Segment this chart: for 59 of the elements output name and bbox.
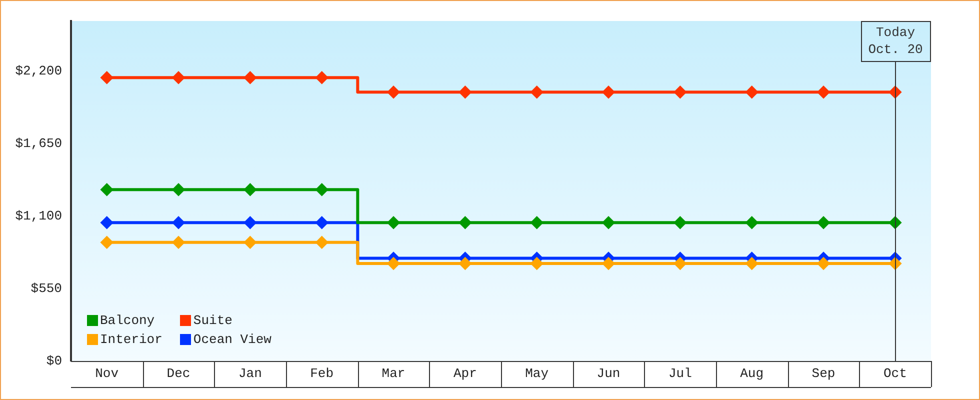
y-tick-label: $1,650 xyxy=(15,136,62,151)
point xyxy=(172,72,184,84)
point xyxy=(746,86,758,98)
point xyxy=(100,72,113,84)
point xyxy=(674,216,686,229)
point xyxy=(244,72,256,84)
point xyxy=(388,216,400,229)
y-tick-label: $1,100 xyxy=(15,208,62,224)
x-tick-label: Dec xyxy=(166,366,190,382)
point xyxy=(459,86,472,98)
point xyxy=(388,86,400,98)
x-tick-label: Nov xyxy=(95,366,119,382)
y-tick-label: $2,200 xyxy=(15,64,62,79)
point xyxy=(388,257,400,270)
y-tick-label: $550 xyxy=(30,280,62,296)
point xyxy=(316,184,328,196)
point xyxy=(818,216,830,229)
point xyxy=(818,257,830,270)
point xyxy=(172,216,184,229)
point xyxy=(316,236,328,248)
point xyxy=(316,72,328,84)
legend-label: Suite xyxy=(193,313,232,328)
point xyxy=(316,216,328,229)
point xyxy=(602,216,614,229)
legend-label: Balcony xyxy=(100,313,155,328)
legend-label: Interior xyxy=(100,332,162,347)
x-tick-label: Mar xyxy=(382,366,406,382)
point xyxy=(746,257,758,270)
x-tick-label: Sep xyxy=(812,366,836,382)
x-tick-label: Jul xyxy=(668,366,692,382)
point xyxy=(530,216,543,229)
point xyxy=(674,257,686,270)
x-tick-label: Jun xyxy=(596,366,620,382)
x-tick-label: Jan xyxy=(238,366,262,382)
point xyxy=(818,86,830,98)
x-tick-label: Aug xyxy=(740,366,764,382)
point xyxy=(100,216,113,229)
x-tick-label: Apr xyxy=(453,366,477,382)
point xyxy=(172,236,184,248)
x-tick-label: Feb xyxy=(310,366,334,382)
x-tick-label: May xyxy=(525,366,549,382)
point xyxy=(674,86,686,98)
point xyxy=(746,216,758,229)
legend-label: Ocean View xyxy=(193,332,272,347)
point xyxy=(100,236,113,248)
point xyxy=(244,184,256,196)
point xyxy=(244,216,256,229)
point xyxy=(244,236,256,248)
point xyxy=(530,86,543,98)
ref-line-label: Today Oct. 20 xyxy=(868,24,923,57)
point xyxy=(602,257,614,270)
point xyxy=(459,257,472,270)
point xyxy=(100,184,113,196)
point xyxy=(602,86,614,98)
x-tick-label: Oct xyxy=(883,366,907,382)
y-tick-label: $0 xyxy=(46,353,62,368)
point xyxy=(530,257,543,270)
point xyxy=(459,216,472,229)
point xyxy=(172,184,184,196)
